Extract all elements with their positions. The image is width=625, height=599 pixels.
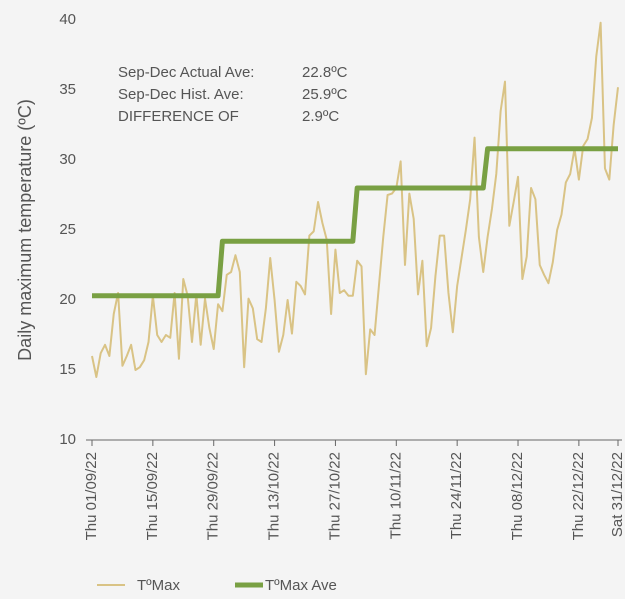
y-tick-label: 20 <box>59 291 76 308</box>
legend-label: TºMax Ave <box>265 577 337 594</box>
x-tick-label: Thu 01/09/22 <box>83 452 100 540</box>
x-tick-label: Thu 15/09/22 <box>144 452 161 540</box>
y-tick-label: 10 <box>59 431 76 448</box>
y-tick-label: 15 <box>59 361 76 378</box>
y-tick-label: 25 <box>59 221 76 238</box>
y-tick-label: 30 <box>59 151 76 168</box>
line-series <box>91 21 619 378</box>
annotation-label: Sep-Dec Hist. Ave: <box>118 86 244 103</box>
annotation-value: 2.9ºC <box>302 108 339 125</box>
annotation-label: Sep-Dec Actual Ave: <box>118 64 254 81</box>
x-tick-label: Thu 13/10/22 <box>266 452 283 540</box>
legend-label: TºMax <box>137 577 180 594</box>
line-series <box>92 146 618 299</box>
x-tick-label: Thu 29/09/22 <box>205 452 222 540</box>
x-tick-label: Thu 24/11/22 <box>448 452 465 539</box>
x-tick-label: Sat 31/12/22 <box>609 452 625 537</box>
y-axis-label: Daily maximum temperature (ºC) <box>15 99 35 361</box>
x-tick-label: Thu 10/11/22 <box>387 452 404 539</box>
annotation-label: DIFFERENCE OF <box>118 108 239 125</box>
y-tick-label: 40 <box>59 11 76 28</box>
x-tick-label: Thu 27/10/22 <box>326 452 343 540</box>
annotation-value: 25.9ºC <box>302 86 348 103</box>
y-tick-label: 35 <box>59 81 76 98</box>
x-tick-label: Thu 08/12/22 <box>509 452 526 540</box>
annotation-value: 22.8ºC <box>302 64 348 81</box>
x-tick-label: Thu 22/12/22 <box>570 452 587 540</box>
